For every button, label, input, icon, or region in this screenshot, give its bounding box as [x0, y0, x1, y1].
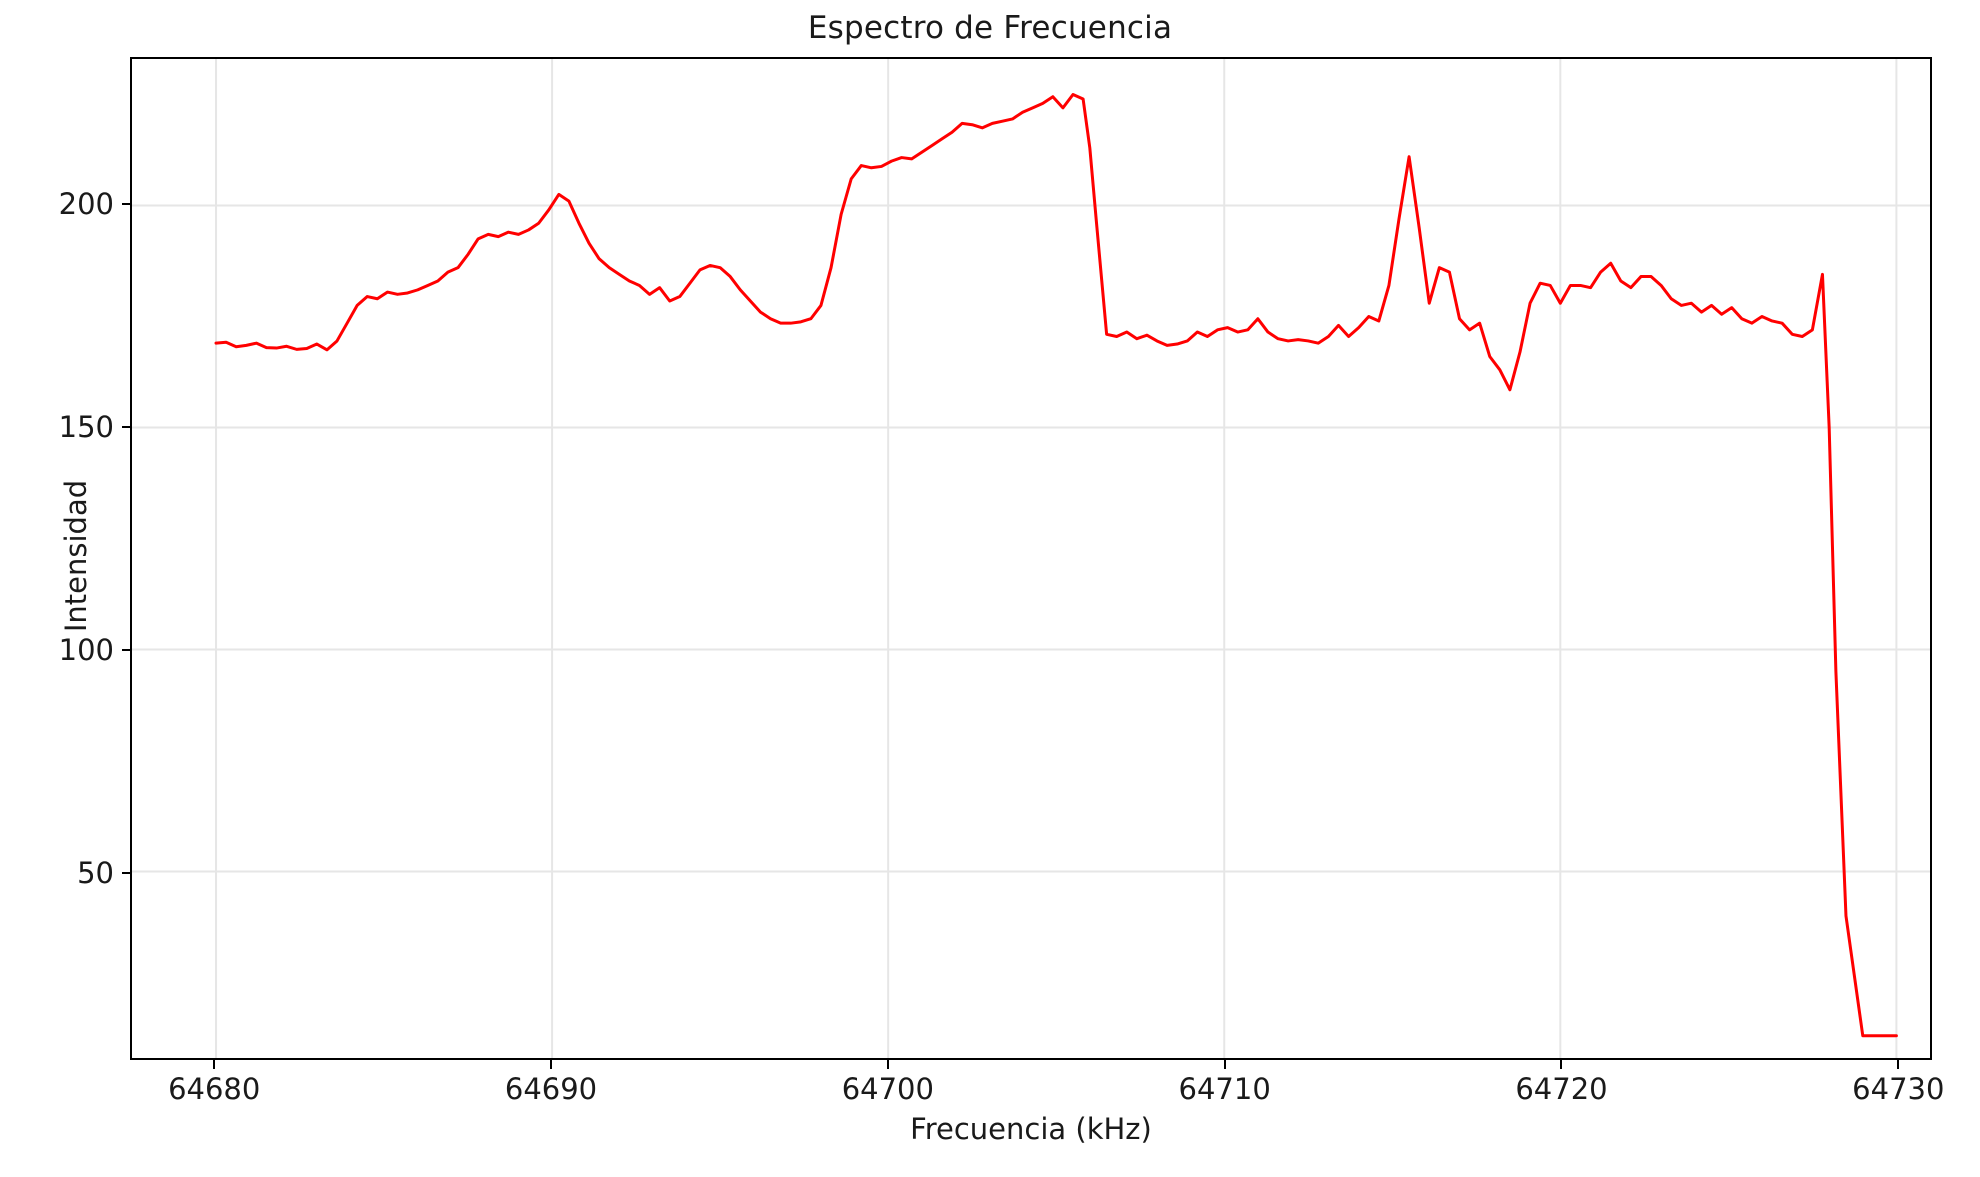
- y-tick-label: 50: [77, 855, 114, 890]
- x-tick-label: 64700: [841, 1072, 934, 1106]
- x-tick-label: 64680: [168, 1072, 261, 1106]
- y-tick-label: 100: [58, 632, 114, 667]
- y-tick-mark: [122, 871, 131, 874]
- x-tick-label: 64720: [1515, 1072, 1608, 1106]
- x-tick-label: 64710: [1178, 1072, 1271, 1106]
- plot-area: [130, 57, 1932, 1060]
- y-tick-label: 150: [58, 409, 114, 444]
- y-tick-mark: [122, 648, 131, 651]
- x-tick-mark: [1223, 1060, 1226, 1069]
- x-tick-mark: [1560, 1060, 1563, 1069]
- x-tick-label: 64730: [1852, 1072, 1945, 1106]
- series-polyline: [216, 95, 1896, 1036]
- y-tick-mark: [122, 203, 131, 206]
- chart-title: Espectro de Frecuencia: [807, 10, 1173, 46]
- y-tick-label: 200: [58, 187, 114, 222]
- x-tick-label: 64690: [504, 1072, 598, 1106]
- chart-svg: [132, 59, 1930, 1058]
- x-tick-mark: [1897, 1060, 1900, 1069]
- y-axis-label: Intensidad: [59, 479, 93, 632]
- x-tick-mark: [886, 1060, 889, 1069]
- x-axis-label: Frecuencia (kHz): [910, 1112, 1152, 1146]
- gridlines: [132, 59, 1930, 1058]
- data-series-line: [216, 95, 1896, 1036]
- x-tick-mark: [213, 1060, 216, 1069]
- y-tick-mark: [122, 425, 131, 428]
- x-tick-mark: [550, 1060, 553, 1069]
